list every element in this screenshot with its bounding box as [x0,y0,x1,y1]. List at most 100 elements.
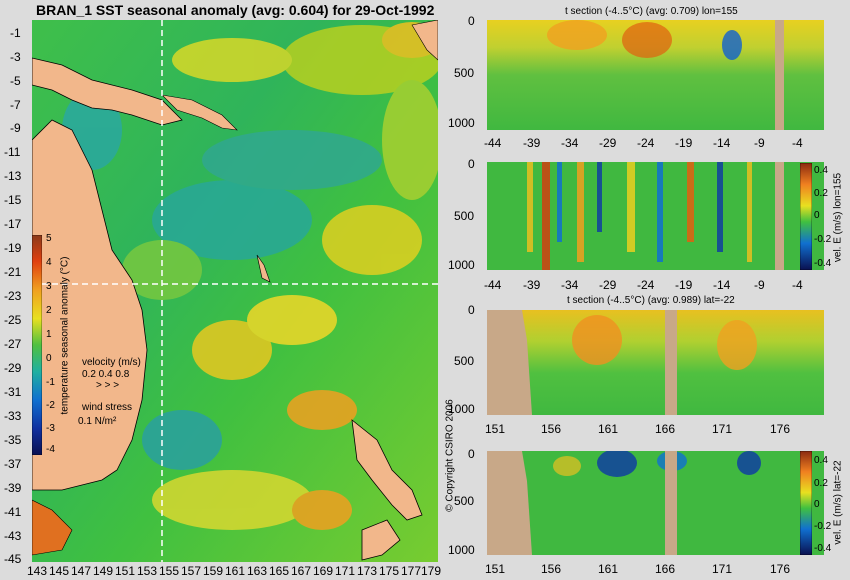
lon-tick: 173 [357,564,378,578]
x-tick: 176 [770,422,791,436]
lat-tick: -3 [10,50,21,64]
x-tick: -34 [561,136,579,150]
x-tick: -24 [637,136,655,150]
y-tick: 500 [454,209,475,223]
map-colorbar [32,235,42,455]
main-map [32,20,438,562]
lat-tick: -45 [4,552,22,566]
lat-tick: -7 [10,98,21,112]
lat-tick: -15 [4,193,22,207]
x-tick: -29 [599,136,617,150]
lon-tick: 149 [93,564,114,578]
lon-tick: 163 [247,564,268,578]
copyright-notice: © Copyright CSIRO 2006 [444,399,456,512]
land [32,20,438,561]
colorbar-tick: 3 [46,281,52,292]
colorbar-tick: 0.4 [814,455,828,466]
lon-tick: 175 [379,564,400,578]
y-tick: 1000 [448,402,475,416]
colorbar-tick: -4 [46,444,55,455]
panel3-plot [487,310,824,415]
lon-tick: 143 [27,564,48,578]
lon-tick: 147 [71,564,92,578]
y-tick: 0 [468,157,475,171]
x-tick: -4 [792,136,803,150]
x-tick: -14 [713,136,731,150]
lon-tick: 153 [137,564,158,578]
x-tick: 161 [598,422,619,436]
main-map-title: BRAN_1 SST seasonal anomaly (avg: 0.604)… [36,2,435,18]
lat-tick: -31 [4,385,22,399]
lon-tick: 157 [181,564,202,578]
lat-tick: -39 [4,481,22,495]
lon-tick: 151 [115,564,136,578]
colorbar-tick: 0 [814,499,820,510]
wind-legend-title: wind stress [82,402,133,413]
panel3-title: t section (-4..5°C) (avg: 0.989) lat=-22 [567,295,735,306]
y-tick: 1000 [448,258,475,272]
velocity-legend-title: velocity (m/s) [82,357,141,368]
y-tick: 500 [454,66,475,80]
panel4-colorbar [800,451,812,555]
colorbar-tick: 0.2 [814,478,828,489]
x-tick: 161 [598,562,619,576]
x-tick: 151 [485,422,506,436]
colorbar-tick: -2 [46,400,55,411]
x-tick: -39 [523,278,541,292]
panel2-plot [487,162,824,270]
lat-tick: -11 [4,145,21,159]
x-tick: -34 [561,278,579,292]
lon-tick: 161 [225,564,246,578]
y-tick: 0 [468,14,475,28]
x-tick: -29 [599,278,617,292]
panel2-colorbar [800,163,812,270]
lon-tick: 159 [203,564,224,578]
colorbar-tick: 0 [814,210,820,221]
x-tick: -44 [484,136,502,150]
panel4-side-label: vel. E (m/s) lat=-22 [832,460,844,545]
anomaly-patches [62,22,438,530]
lon-tick: 171 [335,564,356,578]
lat-tick: -5 [10,74,21,88]
lat-tick: -27 [4,337,22,351]
lat-tick: -19 [4,241,22,255]
colorbar-tick: 2 [46,305,52,316]
x-tick: -9 [754,278,765,292]
lon-tick: 177 [401,564,422,578]
panel1-plot [487,20,824,130]
colorbar-tick: -3 [46,423,55,434]
lat-tick: -25 [4,313,22,327]
lon-tick: 145 [49,564,70,578]
colorbar-tick: -0.2 [814,521,832,532]
x-tick: -24 [637,278,655,292]
x-tick: -39 [523,136,541,150]
wind-legend-value: 0.1 N/m² [78,416,117,427]
lat-tick: -35 [4,433,22,447]
x-tick: 156 [541,422,562,436]
lat-tick: -17 [4,217,22,231]
colorbar-tick: -0.4 [814,258,832,269]
velocity-arrows-icon: > > > [96,380,120,391]
colorbar-tick: 5 [46,233,52,244]
x-tick: 176 [770,562,791,576]
lat-tick: -23 [4,289,22,303]
x-tick: -19 [675,278,693,292]
colorbar-tick: -0.2 [814,234,832,245]
colorbar-tick: 0.2 [814,188,828,199]
lat-tick: -41 [4,505,22,519]
colorbar-tick: 0.4 [814,165,828,176]
x-tick: 171 [712,562,733,576]
panel1-title: t section (-4..5°C) (avg: 0.709) lon=155 [565,6,738,17]
lat-tick: -43 [4,529,22,543]
y-tick: 1000 [448,543,475,557]
y-tick: 500 [454,354,475,368]
map-colorbar-label: temperature seasonal anomaly (°C) [59,256,71,415]
lat-tick: -37 [4,457,22,471]
lon-tick: 155 [159,564,180,578]
colorbar-tick: 0 [46,353,52,364]
panel2-side-label: vel. E (m/s) lon=155 [832,172,844,263]
x-tick: -9 [754,136,765,150]
colorbar-tick: -0.4 [814,543,832,554]
lon-tick: 167 [291,564,312,578]
x-tick: 151 [485,562,506,576]
